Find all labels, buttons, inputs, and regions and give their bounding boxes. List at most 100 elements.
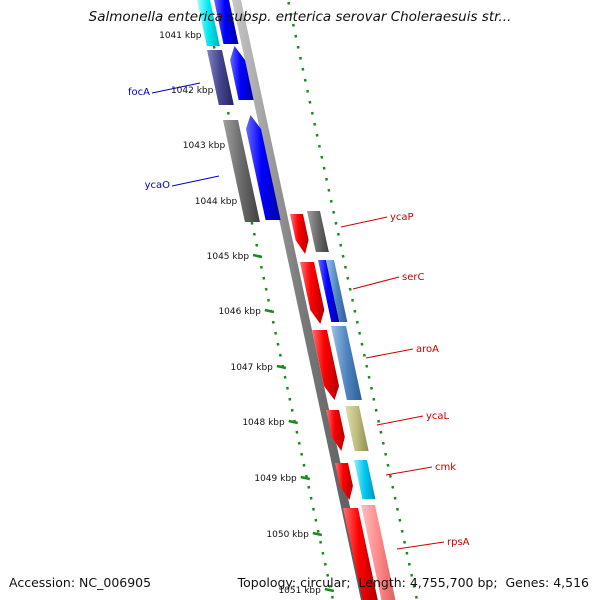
tick-dot [310, 111, 314, 115]
tick-dot [301, 67, 305, 71]
tick-label: 1042 kbp [171, 86, 214, 96]
tick-dot [297, 441, 301, 445]
tick-dot [321, 551, 325, 555]
tick-dot [259, 265, 263, 269]
tick-label: 1044 kbp [195, 197, 238, 207]
gene-label-rpsA[interactable]: rpsA [447, 537, 470, 548]
tick-label: 1047 kbp [230, 363, 273, 373]
gene-label-ycaL[interactable]: ycaL [426, 411, 450, 422]
tick-dot [315, 133, 319, 137]
tick-dot [410, 573, 414, 577]
tick-dot [255, 243, 259, 247]
tick-dot [308, 100, 312, 104]
major-tick [264, 308, 275, 314]
tick-dot [290, 408, 294, 412]
tick-dot [384, 452, 388, 456]
tick-dot [287, 1, 291, 5]
genes-value: 4,516 [553, 575, 589, 590]
tick-dot [343, 265, 347, 269]
tick-dot [276, 342, 280, 346]
tick-dot [360, 342, 364, 346]
gene-label-cmk[interactable]: cmk [435, 462, 456, 473]
tick-dot [294, 34, 298, 38]
gene-label-serC[interactable]: serC [402, 272, 424, 283]
tick-dot [339, 243, 343, 247]
tick-dot [285, 386, 289, 390]
tick-dot [322, 166, 326, 170]
tick-dot [317, 144, 321, 148]
gene-label-focA[interactable]: focA [128, 87, 150, 98]
tick-label: 1051 kbp [278, 586, 321, 596]
tick-dot [299, 56, 303, 60]
tick-dot [330, 595, 334, 599]
topology-label: Topology: [237, 575, 297, 590]
tick-dot [313, 122, 317, 126]
gene-labels: focA ycaO ycaP serC aroA ycaL cmk rpsA [128, 82, 470, 550]
major-tick [300, 475, 311, 481]
tick-dot [336, 232, 340, 236]
tick-dot [262, 276, 266, 280]
tick-label: 1045 kbp [207, 252, 250, 262]
length-label: Length: [358, 575, 406, 590]
tick-dot [291, 23, 295, 27]
tick-dot [295, 430, 299, 434]
tick-dot [395, 507, 399, 511]
leader-line [376, 415, 424, 426]
tick-dot [320, 155, 324, 159]
tick-dot [381, 441, 385, 445]
tick-dot [283, 375, 287, 379]
tick-dot [388, 474, 392, 478]
leader-line [151, 82, 201, 94]
major-tick [252, 253, 263, 259]
tick-dot [326, 573, 330, 577]
feature-block [326, 260, 348, 322]
tick-dot [300, 452, 304, 456]
tick-dot [414, 595, 418, 599]
tick-dot [334, 221, 338, 225]
major-tick [276, 364, 287, 370]
feature-block [307, 211, 329, 252]
tick-dot [271, 320, 275, 324]
tick-dot [274, 331, 278, 335]
tick-dot [391, 485, 395, 489]
gene-arrow [300, 262, 325, 324]
gene-arrow [326, 410, 345, 451]
feature-block [343, 508, 378, 600]
feature-block [207, 50, 234, 105]
tick-dot [226, 111, 230, 115]
tick-dot [362, 353, 366, 357]
gene-arrow [312, 330, 340, 400]
tick-dot [377, 419, 381, 423]
tick-dot [267, 298, 271, 302]
genome-stats: Topology: circular; Length: 4,755,700 bp… [237, 575, 589, 590]
tick-dot [329, 199, 333, 203]
gene-label-ycaP[interactable]: ycaP [390, 212, 414, 223]
leader-line [385, 466, 433, 476]
feature-block [331, 326, 362, 400]
gene-label-ycaO[interactable]: ycaO [145, 180, 171, 191]
tick-dot [264, 287, 268, 291]
tick-dot [309, 496, 313, 500]
tick-dot [327, 188, 331, 192]
genome-title: Salmonella enterica subsp. enterica sero… [88, 9, 512, 25]
tick-dot [296, 45, 300, 49]
tick-dot [252, 232, 256, 236]
tick-dot [307, 485, 311, 489]
tick-dot [288, 397, 292, 401]
tick-dot [314, 518, 318, 522]
tick-dot [412, 584, 416, 588]
accession-value: NC_006905 [79, 575, 152, 590]
major-tick [312, 531, 323, 537]
gene-features [197, 0, 396, 600]
tick-label: 1043 kbp [183, 141, 226, 151]
tick-dot [386, 463, 390, 467]
tick-dot [250, 221, 254, 225]
tick-dot [393, 496, 397, 500]
tick-dot [278, 353, 282, 357]
accession-label: Accession: [9, 575, 76, 590]
tick-dot [407, 562, 411, 566]
tick-dot [212, 45, 216, 49]
gene-arrow [246, 115, 281, 220]
gene-label-aroA[interactable]: aroA [416, 344, 439, 355]
tick-dot [311, 507, 315, 511]
